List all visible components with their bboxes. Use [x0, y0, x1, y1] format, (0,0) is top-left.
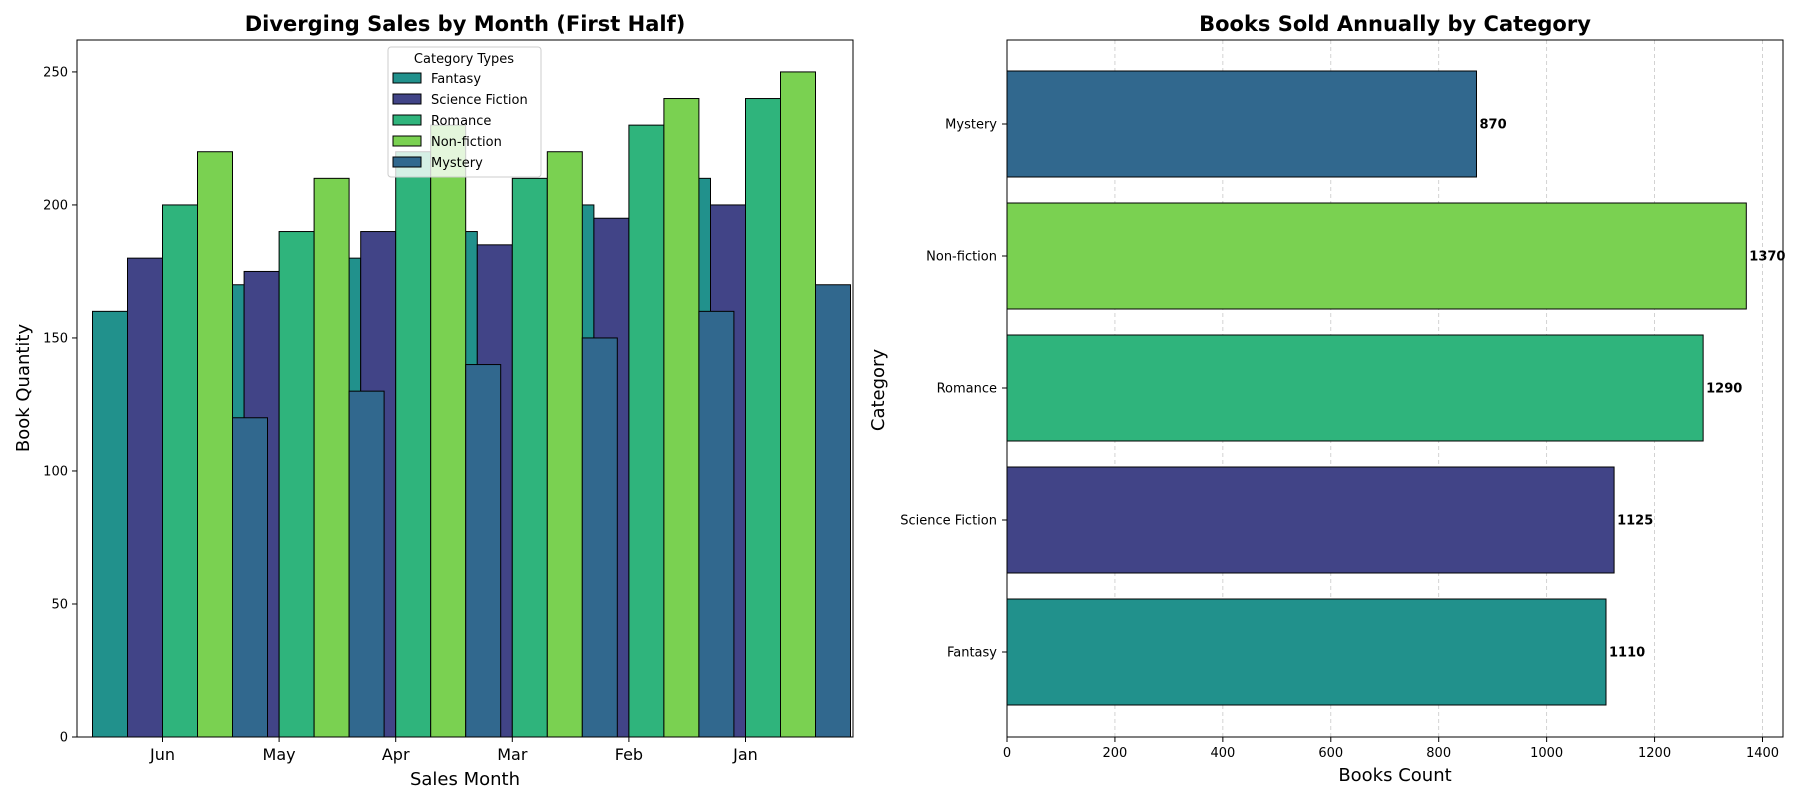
y-tick-label: 250 [43, 65, 68, 80]
legend-label-romance: Romance [431, 114, 491, 129]
legend-label-non-fiction: Non-fiction [431, 135, 502, 150]
bar-non-fiction-may [313, 177, 350, 738]
left-chart-title: Diverging Sales by Month (First Half) [245, 12, 686, 36]
left-plot-frame [76, 39, 854, 738]
bar-fantasy [1006, 598, 1607, 706]
bar-non-fiction-apr [430, 124, 467, 738]
right-bars: 1110 1125 1290 1370 870 [1006, 70, 1785, 706]
bar-mystery-jan [815, 284, 851, 738]
bar-non-fiction-feb [663, 98, 700, 738]
y-tick-label: 0 [60, 731, 68, 746]
bar-romance-jun [162, 204, 198, 738]
x-tick-label: 1400 [1746, 746, 1779, 761]
bar-mystery-mar [581, 337, 618, 738]
legend-swatch-science-fiction [392, 93, 422, 105]
x-tick-label-may: May [263, 745, 296, 764]
right-x-axis-label: Books Count [1338, 765, 1451, 786]
bar-science-fiction-jun [127, 257, 163, 738]
bar-non-fiction [1006, 202, 1747, 310]
bar-mystery [1006, 70, 1477, 178]
y-tick-label: 200 [43, 198, 68, 213]
bar-mystery-feb [698, 310, 735, 738]
x-tick-label: 1200 [1638, 746, 1671, 761]
x-tick-label: 800 [1426, 746, 1451, 761]
y-tick-label-romance: Romance [937, 382, 997, 397]
y-tick-label: 150 [43, 331, 68, 346]
y-tick-label-non-fiction: Non-fiction [926, 250, 997, 265]
bar-science-fiction [1006, 466, 1615, 574]
value-label-non-fiction: 1370 [1749, 250, 1785, 265]
legend-label-science-fiction: Science Fiction [431, 93, 528, 108]
legend-swatch-fantasy [392, 72, 422, 84]
bar-romance-apr [395, 151, 432, 738]
bar-mystery-jun [232, 417, 268, 738]
legend-box [387, 46, 542, 178]
left-chart: Diverging Sales by Month (First Half) 0 5… [13, 12, 854, 790]
y-tick-label: 50 [51, 597, 68, 612]
legend-label-fantasy: Fantasy [431, 72, 481, 87]
legend-entries: Fantasy Science Fiction Romance Non-fiction… [392, 72, 528, 171]
bar-romance-jan [745, 98, 781, 738]
legend: Category Types Fantasy Science Fiction Rom… [387, 46, 542, 178]
value-label-fantasy: 1110 [1609, 646, 1645, 661]
left-y-axis: 0 50 100 150 200 250 [43, 65, 77, 746]
bar-non-fiction-mar [546, 151, 583, 738]
left-x-axis: Jun May Apr Mar Feb Jan [149, 737, 758, 764]
bar-romance [1006, 334, 1704, 442]
right-chart-title: Books Sold Annually by Category [1199, 12, 1591, 36]
value-label-science-fiction: 1125 [1617, 514, 1653, 529]
bar-romance-feb [628, 124, 665, 738]
left-y-axis-label: Book Quantity [13, 324, 34, 453]
y-tick-label-mystery: Mystery [945, 118, 997, 133]
right-chart: Books Sold Annually by Category 1110 1125… [868, 12, 1785, 786]
legend-label-mystery: Mystery [431, 156, 483, 171]
x-tick-label: 400 [1210, 746, 1235, 761]
legend-swatch-non-fiction [392, 135, 422, 147]
legend-swatch-mystery [392, 156, 422, 168]
right-x-axis: 0 200 400 600 800 1000 1200 1400 [1003, 737, 1779, 761]
bar-non-fiction-jun [197, 151, 233, 738]
bar-romance-mar [511, 177, 548, 738]
value-label-mystery: 870 [1479, 118, 1506, 133]
right-y-axis-label: Category [868, 349, 889, 432]
bar-romance-may [278, 231, 315, 738]
x-tick-label-jan: Jan [732, 745, 758, 764]
y-tick-label-science-fiction: Science Fiction [900, 514, 997, 529]
legend-title: Category Types [414, 52, 514, 67]
bar-non-fiction-jan [780, 71, 816, 738]
x-tick-label: 1000 [1530, 746, 1563, 761]
left-x-axis-label: Sales Month [410, 769, 520, 790]
right-y-axis: Fantasy Science Fiction Romance Non-fiction… [900, 118, 1007, 661]
x-tick-label-feb: Feb [615, 745, 643, 764]
y-tick-label: 100 [43, 464, 68, 479]
value-label-romance: 1290 [1706, 382, 1742, 397]
bar-fantasy-jun [92, 310, 128, 738]
x-tick-label-apr: Apr [382, 745, 410, 764]
x-tick-label-mar: Mar [497, 745, 528, 764]
bar-mystery-apr [465, 364, 502, 738]
bar-mystery-may [348, 390, 385, 738]
legend-swatch-romance [392, 114, 422, 126]
x-tick-label: 200 [1103, 746, 1128, 761]
y-tick-label-fantasy: Fantasy [947, 646, 997, 661]
x-tick-label-jun: Jun [149, 745, 175, 764]
x-tick-label: 0 [1003, 746, 1011, 761]
x-tick-label: 600 [1318, 746, 1343, 761]
left-bars [92, 71, 851, 738]
